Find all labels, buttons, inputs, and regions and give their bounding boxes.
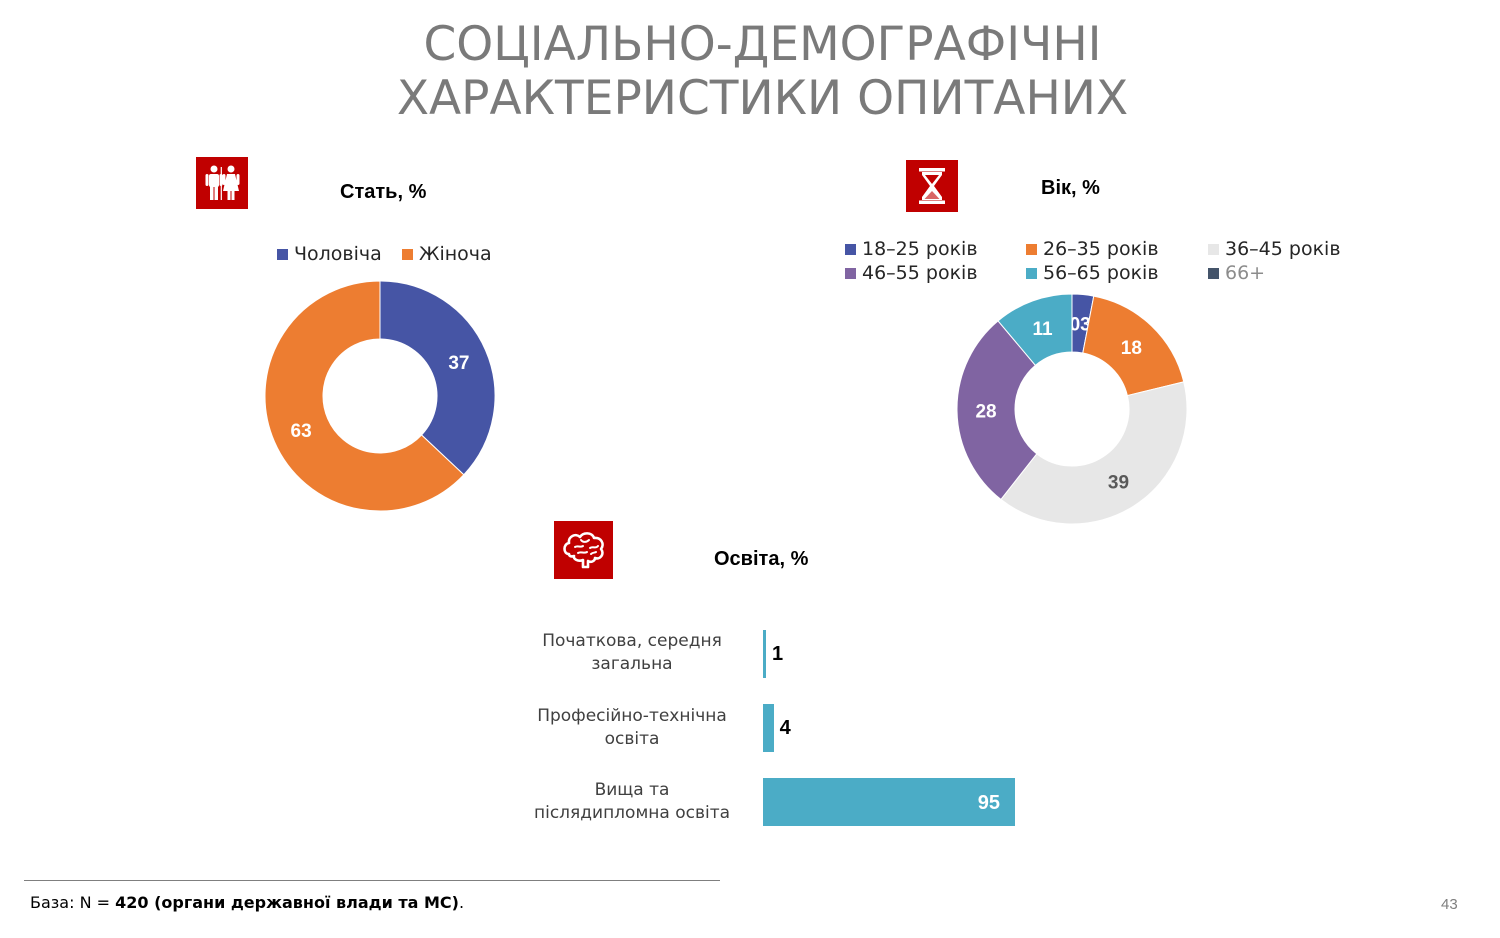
hourglass-icon	[906, 160, 958, 212]
slide-title-line-2: ХАРАКТЕРИСТИКИ ОПИТАНИХ	[396, 71, 1129, 126]
category-line: Початкова, середня	[542, 631, 722, 651]
age-data-label-1: 03	[1070, 314, 1091, 335]
legend-swatch	[845, 267, 856, 279]
education-bar-2	[763, 704, 774, 752]
age-data-label-2: 18	[1121, 338, 1142, 359]
age-donut-chart: 03 18 39 28 11	[956, 293, 1188, 525]
legend-swatch	[1026, 243, 1037, 255]
education-chart-title: Освіта, %	[714, 548, 809, 570]
education-bar-1	[763, 630, 766, 678]
gender-donut-chart: 37 63	[264, 280, 496, 512]
gender-data-label-2: 63	[291, 421, 312, 442]
footer-bold: 420 (органи державної влади та МС)	[115, 893, 459, 912]
footer-suffix: .	[458, 893, 465, 912]
footer-divider	[24, 880, 720, 881]
category-line: загальна	[591, 654, 673, 674]
legend-label: 26–35 років	[1043, 238, 1159, 260]
education-category-label-3: Вища та післядипломна освіта	[512, 779, 752, 825]
age-slice-5	[997, 293, 1073, 367]
education-value-1: 1	[772, 643, 784, 665]
education-value-2: 4	[779, 717, 791, 739]
legend-swatch	[1026, 267, 1037, 279]
slide-title-line-1: СОЦІАЛЬНО-ДЕМОГРАФІЧНІ	[423, 17, 1102, 72]
brain-icon	[554, 521, 613, 579]
age-legend-item-46-55: 46–55 років	[845, 262, 978, 284]
education-bar-3	[763, 778, 1015, 826]
legend-label: Чоловіча	[294, 243, 382, 265]
age-legend-item-66-plus: 66+	[1208, 262, 1265, 284]
gender-legend-item-male: Чоловіча	[277, 243, 382, 265]
age-data-label-3: 39	[1108, 472, 1129, 493]
age-data-label-4: 28	[975, 401, 996, 422]
education-category-label-2: Професійно-технічна освіта	[512, 705, 752, 751]
age-data-label-5: 11	[1033, 319, 1054, 340]
legend-label: 46–55 років	[862, 262, 978, 284]
category-line: Професійно-технічна	[537, 706, 727, 726]
legend-swatch	[402, 248, 413, 260]
age-legend-item-56-65: 56–65 років	[1026, 262, 1159, 284]
legend-swatch	[277, 248, 288, 260]
gender-slice-1	[379, 280, 496, 476]
age-legend-item-18-25: 18–25 років	[845, 238, 978, 260]
slide-title: СОЦІАЛЬНО-ДЕМОГРАФІЧНІ ХАРАКТЕРИСТИКИ ОП…	[0, 18, 1500, 126]
category-line: Вища та	[594, 780, 670, 800]
category-line: освіта	[604, 729, 660, 749]
legend-label: 56–65 років	[1043, 262, 1159, 284]
legend-label: 36–45 років	[1225, 238, 1341, 260]
page-number: 43	[1441, 896, 1458, 913]
age-legend-item-36-45: 36–45 років	[1208, 238, 1341, 260]
education-value-3: 95	[977, 792, 1000, 814]
gender-chart-title: Стать, %	[340, 181, 427, 203]
legend-label: 18–25 років	[862, 238, 978, 260]
footer-base-note: База: N = 420 (органи державної влади та…	[30, 893, 464, 912]
people-icon	[196, 157, 248, 209]
age-chart-title: Вік, %	[1041, 177, 1100, 199]
age-legend-item-26-35: 26–35 років	[1026, 238, 1159, 260]
gender-legend-item-female: Жіноча	[402, 243, 492, 265]
legend-label: Жіноча	[419, 243, 492, 265]
education-category-label-1: Початкова, середня загальна	[512, 630, 752, 676]
legend-swatch	[1208, 243, 1219, 255]
legend-swatch	[1208, 267, 1219, 279]
age-slice-4	[956, 320, 1038, 501]
category-line: післядипломна освіта	[533, 803, 731, 823]
gender-slice-2	[264, 280, 465, 512]
legend-swatch	[845, 243, 856, 255]
gender-data-label-1: 37	[448, 353, 469, 374]
footer-prefix: База: N =	[30, 893, 116, 912]
legend-label: 66+	[1225, 262, 1266, 284]
age-slice-3	[1000, 381, 1188, 525]
